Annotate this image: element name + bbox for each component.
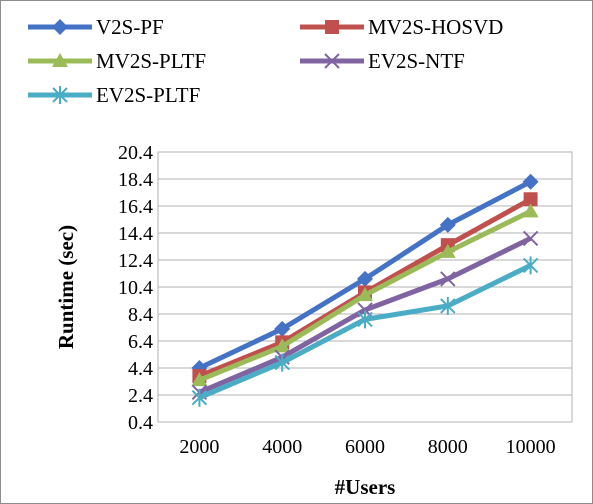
data-point [440,271,456,287]
data-point [357,270,373,287]
legend-label: MV2S-HOSVD [368,15,503,39]
data-point [357,287,373,302]
data-point [523,192,538,207]
data-point [274,338,291,353]
series-v2s-pf [191,173,539,376]
data-point [522,173,539,190]
data-point [439,216,456,233]
x-tick-label: 4000 [262,436,302,458]
legend: V2S-PF MV2S-HOSVD MV2S-PLTF EV2S-NTF EV2S-PL… [28,15,503,107]
y-axis-title: Runtime (sec) [54,225,78,349]
legend-entry: EV2S-PLTF [28,83,200,107]
y-tick-label: 16.4 [118,196,153,218]
y-tick-label: 12.4 [118,250,153,272]
legend-label: V2S-PF [96,15,164,39]
legend-entry: MV2S-HOSVD [300,15,503,39]
series-ev2s-pltf [191,256,539,407]
y-tick-label: 10.4 [118,277,153,299]
x-tick-label: 8000 [428,436,468,458]
legend-entry: MV2S-PLTF [28,49,206,73]
legend-marker [52,19,68,35]
legend-entry: EV2S-NTF [300,49,465,73]
legend-marker [52,86,68,104]
x-axis-title: #Users [335,475,396,499]
x-tick-label: 6000 [345,436,385,458]
data-point [191,372,208,387]
y-tick-label: 0.4 [128,412,153,434]
data-point [191,388,208,407]
legend-marker [324,53,340,69]
y-tick-label: 6.4 [128,331,153,353]
data-point [274,353,290,372]
data-point [522,256,539,275]
data-point [440,296,456,315]
x-tick-labels: 2000 4000 6000 8000 10000 [179,436,555,458]
x-tick-label: 2000 [179,436,219,458]
legend-label: EV2S-NTF [368,49,465,73]
legend-marker [52,53,68,67]
series-layer [191,173,539,407]
legend-marker [325,20,339,34]
data-point [274,320,291,337]
x-tick-label: 10000 [506,436,556,458]
y-tick-label: 20.4 [118,142,153,164]
data-point [522,203,539,218]
y-tick-label: 4.4 [128,358,153,380]
data-point [439,243,456,258]
series-mv2s-pltf [191,203,539,387]
y-tick-label: 14.4 [118,223,153,245]
legend-label: MV2S-PLTF [96,49,206,73]
data-point [357,310,373,329]
legend-entry: V2S-PF [28,15,164,39]
y-tick-label: 8.4 [128,304,153,326]
y-tick-label: 18.4 [118,169,153,191]
plot-area [157,151,573,423]
y-tick-label: 2.4 [128,385,153,407]
legend-label: EV2S-PLTF [96,83,200,107]
data-point [522,230,539,247]
y-tick-labels: 0.4 2.4 4.4 6.4 8.4 10.4 12.4 14.4 16.4 18.4 20.4 [118,142,153,434]
